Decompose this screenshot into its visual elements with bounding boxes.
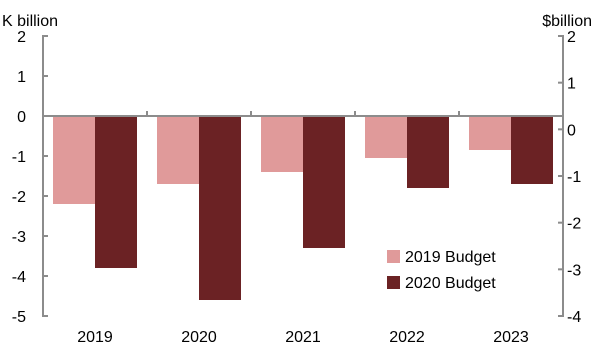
- bar-series-1: [261, 116, 303, 172]
- right-tick-label: 1: [567, 76, 576, 93]
- left-tick-label: 0: [17, 109, 26, 126]
- right-tick-label: -2: [567, 216, 581, 233]
- bar-series-2: [511, 116, 553, 184]
- bar-series-2: [303, 116, 345, 248]
- left-tick-label: -2: [12, 189, 26, 206]
- legend-swatch: [387, 250, 400, 263]
- bar-series-2: [407, 116, 449, 188]
- chart-legend: 2019 Budget 2020 Budget: [387, 249, 496, 292]
- right-tick-label: 2: [567, 29, 576, 46]
- legend-swatch: [387, 276, 400, 289]
- legend-label: 2020 Budget: [405, 275, 496, 292]
- right-axis-unit-label: $billion: [542, 13, 592, 30]
- right-tick-label: -1: [567, 169, 581, 186]
- left-axis-unit-label: K billion: [2, 13, 58, 30]
- x-tick-label: 2021: [285, 329, 321, 346]
- right-tick-label: -3: [567, 262, 581, 279]
- x-tick-label: 2022: [389, 329, 425, 346]
- left-tick-label: 2: [17, 29, 26, 46]
- right-y-axis: 2 1 0 -1 -2 -3 -4: [558, 29, 581, 326]
- x-tick-label: 2020: [181, 329, 217, 346]
- x-tick-label: 2023: [493, 329, 529, 346]
- left-tick-label: -4: [12, 269, 26, 286]
- left-tick-label: 1: [17, 69, 26, 86]
- left-tick-label: -3: [12, 229, 26, 246]
- x-tick-label: 2019: [77, 329, 113, 346]
- left-y-axis: 2 1 0 -1 -2 -3 -4 -5: [12, 29, 48, 326]
- bar-series-group: [53, 116, 553, 300]
- bar-series-1: [469, 116, 511, 150]
- legend-label: 2019 Budget: [405, 249, 496, 266]
- bar-series-1: [53, 116, 95, 204]
- x-axis-labels: 2019 2020 2021 2022 2023: [77, 329, 529, 346]
- right-tick-label: -4: [567, 309, 581, 326]
- bar-series-1: [157, 116, 199, 184]
- bar-series-1: [365, 116, 407, 158]
- left-tick-label: -1: [12, 149, 26, 166]
- left-tick-label: -5: [12, 309, 26, 326]
- zero-baseline: [43, 111, 563, 117]
- bar-series-2: [199, 116, 241, 300]
- right-tick-label: 0: [567, 122, 576, 139]
- bar-series-2: [95, 116, 137, 268]
